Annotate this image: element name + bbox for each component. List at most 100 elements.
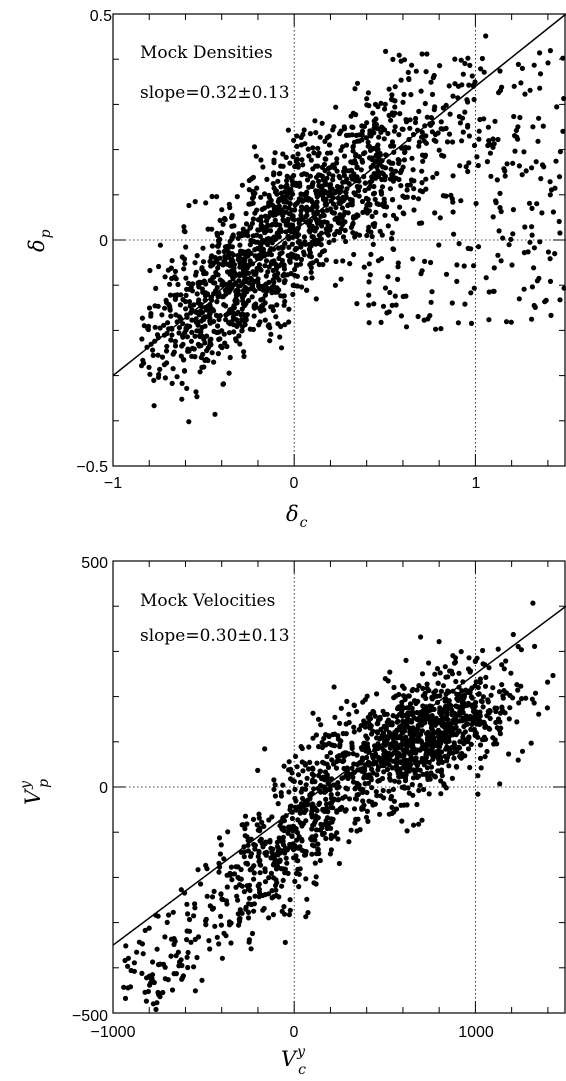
scatter-point xyxy=(382,177,388,183)
scatter-point xyxy=(390,736,396,742)
scatter-point xyxy=(395,260,401,266)
scatter-point xyxy=(404,718,410,724)
scatter-point xyxy=(397,759,403,765)
scatter-point xyxy=(335,791,341,797)
scatter-point xyxy=(282,322,288,328)
scatter-point xyxy=(216,336,222,342)
scatter-point xyxy=(467,713,473,720)
scatter-point xyxy=(340,144,346,150)
scatter-point xyxy=(465,666,472,672)
scatter-point xyxy=(467,689,473,696)
density-points xyxy=(139,33,566,425)
scatter-point xyxy=(490,685,496,691)
scatter-point xyxy=(390,196,396,203)
scatter-point xyxy=(457,718,463,724)
scatter-point xyxy=(342,126,348,132)
scatter-point xyxy=(149,972,156,978)
velocity-ytick-label-zero: 0 xyxy=(99,780,108,797)
scatter-point xyxy=(404,705,410,711)
scatter-point xyxy=(286,912,292,918)
scatter-point xyxy=(411,207,417,213)
scatter-point xyxy=(294,133,300,139)
scatter-point xyxy=(434,666,441,672)
scatter-point xyxy=(355,816,361,822)
scatter-point xyxy=(282,939,288,946)
scatter-point xyxy=(285,216,291,222)
scatter-point xyxy=(368,251,374,257)
scatter-point xyxy=(402,728,408,734)
scatter-point xyxy=(510,160,516,166)
scatter-point xyxy=(421,138,427,144)
scatter-point xyxy=(389,92,395,98)
scatter-point xyxy=(291,137,297,143)
scatter-point xyxy=(209,350,215,356)
scatter-point xyxy=(403,734,409,740)
scatter-point xyxy=(285,830,291,836)
scatter-point xyxy=(393,763,399,769)
scatter-point xyxy=(370,241,376,247)
scatter-point xyxy=(375,721,381,727)
scatter-point xyxy=(163,348,170,354)
scatter-point xyxy=(438,326,444,332)
scatter-point xyxy=(216,835,223,841)
scatter-point xyxy=(480,704,486,710)
scatter-point xyxy=(430,738,436,744)
scatter-point xyxy=(273,236,279,242)
scatter-point xyxy=(442,705,448,711)
scatter-point xyxy=(397,169,404,176)
scatter-point xyxy=(553,158,559,164)
scatter-point xyxy=(172,296,178,302)
scatter-point xyxy=(293,853,299,859)
scatter-point xyxy=(234,287,240,293)
scatter-point xyxy=(194,394,200,400)
scatter-point xyxy=(273,188,279,194)
scatter-point xyxy=(315,145,321,151)
scatter-point xyxy=(416,787,422,794)
scatter-point xyxy=(211,318,217,325)
scatter-point xyxy=(185,280,192,286)
scatter-point xyxy=(222,217,228,223)
scatter-point xyxy=(122,957,128,964)
scatter-point xyxy=(374,735,380,741)
scatter-point xyxy=(529,316,535,322)
scatter-point xyxy=(426,660,432,666)
scatter-point xyxy=(246,895,252,901)
scatter-point xyxy=(439,738,445,744)
scatter-point xyxy=(490,214,496,220)
scatter-point xyxy=(245,270,252,276)
scatter-point xyxy=(204,893,210,899)
scatter-point xyxy=(167,281,173,287)
scatter-point xyxy=(185,346,191,352)
scatter-point xyxy=(475,773,481,779)
scatter-point xyxy=(122,995,129,1002)
scatter-point xyxy=(256,811,262,817)
scatter-point xyxy=(241,854,247,860)
density-annotation-title: Mock Densities xyxy=(140,43,273,63)
scatter-point xyxy=(251,876,257,882)
scatter-point xyxy=(314,760,320,766)
scatter-point xyxy=(446,763,452,769)
scatter-point xyxy=(453,678,459,685)
scatter-point xyxy=(430,75,436,81)
scatter-point xyxy=(192,988,198,994)
scatter-point xyxy=(213,312,219,318)
scatter-point xyxy=(363,814,370,820)
scatter-point xyxy=(189,317,195,323)
scatter-point xyxy=(419,268,425,274)
scatter-point xyxy=(331,165,338,171)
scatter-point xyxy=(284,173,290,179)
scatter-point xyxy=(478,66,484,72)
scatter-point xyxy=(350,220,356,226)
scatter-point xyxy=(391,798,397,804)
scatter-point xyxy=(479,55,485,62)
scatter-point xyxy=(349,176,355,182)
scatter-point xyxy=(440,723,446,729)
scatter-point xyxy=(200,289,206,295)
scatter-point xyxy=(309,826,315,832)
scatter-point xyxy=(393,806,400,812)
scatter-point xyxy=(315,716,322,722)
scatter-point xyxy=(180,321,186,327)
scatter-point xyxy=(262,263,268,269)
scatter-point xyxy=(403,324,410,330)
scatter-point xyxy=(302,141,308,147)
